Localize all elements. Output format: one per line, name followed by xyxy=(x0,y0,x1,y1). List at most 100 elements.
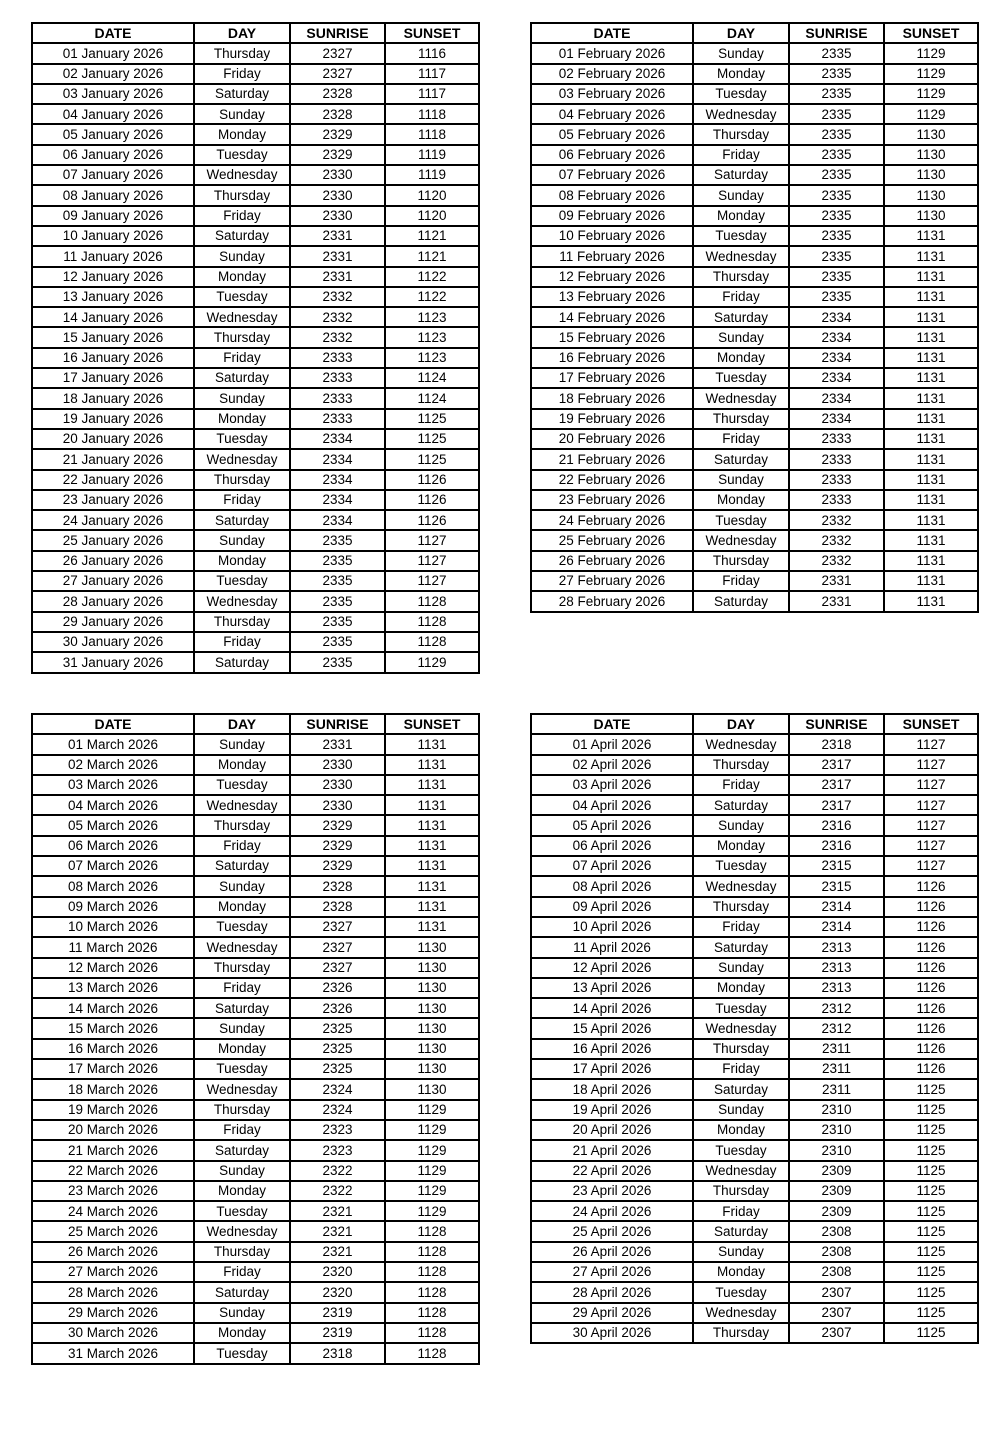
sunset-cell: 1131 xyxy=(883,285,979,309)
date-cell: 10 January 2026 xyxy=(31,224,195,248)
sunset-cell: 1130 xyxy=(384,1058,480,1081)
table-row: 08 January 2026 Thursday 2330 1120 xyxy=(31,184,480,207)
sunrise-cell: 2334 xyxy=(289,488,386,512)
sunrise-cell: 2307 xyxy=(788,1301,885,1324)
date-cell: 05 March 2026 xyxy=(31,814,195,837)
table-row: 16 March 2026 Monday 2325 1130 xyxy=(31,1037,480,1061)
column-header-sunset: SUNSET xyxy=(384,712,480,736)
table-row: 08 February 2026 Sunday 2335 1130 xyxy=(530,184,979,207)
date-cell: 15 February 2026 xyxy=(530,326,694,349)
sunrise-cell: 2331 xyxy=(289,245,386,268)
day-cell: Tuesday xyxy=(692,82,790,106)
sunset-cell: 1131 xyxy=(384,753,480,776)
sunset-cell: 1125 xyxy=(883,1159,979,1182)
date-cell: 25 March 2026 xyxy=(31,1220,195,1243)
table-row: 18 March 2026 Wednesday 2324 1130 xyxy=(31,1078,480,1101)
day-cell: Sunday xyxy=(193,733,291,756)
date-cell: 03 February 2026 xyxy=(530,82,694,106)
day-cell: Saturday xyxy=(193,82,291,106)
sunrise-cell: 2332 xyxy=(788,549,885,573)
day-cell: Sunday xyxy=(193,387,291,410)
sunrise-cell: 2331 xyxy=(289,733,386,756)
sunrise-cell: 2328 xyxy=(289,103,386,126)
date-cell: 29 April 2026 xyxy=(530,1301,694,1324)
sunset-cell: 1131 xyxy=(883,224,979,248)
table-row: 12 April 2026 Sunday 2313 1126 xyxy=(530,956,979,979)
date-cell: 27 February 2026 xyxy=(530,570,694,593)
table-row: 02 February 2026 Monday 2335 1129 xyxy=(530,62,979,85)
date-cell: 25 January 2026 xyxy=(31,529,195,552)
sunset-cell: 1127 xyxy=(883,773,979,797)
sunrise-cell: 2332 xyxy=(289,326,386,349)
sunset-cell: 1124 xyxy=(384,387,480,410)
date-cell: 19 April 2026 xyxy=(530,1098,694,1121)
sunrise-cell: 2329 xyxy=(289,143,386,167)
day-cell: Monday xyxy=(193,1321,291,1345)
sunset-cell: 1130 xyxy=(384,956,480,979)
day-cell: Friday xyxy=(692,285,790,309)
sunrise-cell: 2331 xyxy=(788,570,885,593)
date-cell: 01 January 2026 xyxy=(31,42,195,65)
table-row: 07 February 2026 Saturday 2335 1130 xyxy=(530,164,979,187)
sunrise-cell: 2318 xyxy=(289,1342,386,1365)
date-cell: 04 January 2026 xyxy=(31,103,195,126)
sunset-cell: 1131 xyxy=(384,855,480,878)
sunrise-cell: 2323 xyxy=(289,1139,386,1162)
day-cell: Tuesday xyxy=(692,855,790,878)
table-row: 13 February 2026 Friday 2335 1131 xyxy=(530,285,979,309)
date-cell: 07 March 2026 xyxy=(31,855,195,878)
table-row: 02 January 2026 Friday 2327 1117 xyxy=(31,62,480,85)
sunrise-cell: 2307 xyxy=(788,1281,885,1304)
day-cell: Saturday xyxy=(692,794,790,817)
table-row: 12 January 2026 Monday 2331 1122 xyxy=(31,265,480,288)
date-cell: 24 April 2026 xyxy=(530,1200,694,1223)
day-cell: Wednesday xyxy=(193,448,291,471)
date-cell: 01 April 2026 xyxy=(530,733,694,756)
sunset-cell: 1126 xyxy=(883,915,979,939)
sunset-cell: 1126 xyxy=(883,875,979,898)
sunset-cell: 1123 xyxy=(384,306,480,329)
sunrise-cell: 2334 xyxy=(289,448,386,471)
day-cell: Tuesday xyxy=(193,570,291,593)
sunrise-cell: 2333 xyxy=(788,468,885,491)
table-row: 25 April 2026 Saturday 2308 1125 xyxy=(530,1220,979,1243)
day-cell: Thursday xyxy=(193,1098,291,1121)
sunset-cell: 1125 xyxy=(883,1118,979,1142)
table-row: 05 April 2026 Sunday 2316 1127 xyxy=(530,814,979,837)
date-cell: 22 April 2026 xyxy=(530,1159,694,1182)
day-cell: Wednesday xyxy=(692,875,790,898)
sunrise-cell: 2335 xyxy=(788,164,885,187)
table-row: 07 January 2026 Wednesday 2330 1119 xyxy=(31,164,480,187)
day-cell: Wednesday xyxy=(193,590,291,613)
table-row: 23 February 2026 Monday 2333 1131 xyxy=(530,488,979,512)
sunset-cell: 1130 xyxy=(883,184,979,207)
day-cell: Thursday xyxy=(692,265,790,288)
sunrise-cell: 2333 xyxy=(788,488,885,512)
sunrise-cell: 2330 xyxy=(289,184,386,207)
day-cell: Tuesday xyxy=(692,1139,790,1162)
sunset-cell: 1125 xyxy=(883,1261,979,1284)
date-cell: 20 April 2026 xyxy=(530,1118,694,1142)
sunset-cell: 1131 xyxy=(883,529,979,552)
sunset-cell: 1118 xyxy=(384,103,480,126)
sunrise-cell: 2322 xyxy=(289,1179,386,1203)
day-cell: Monday xyxy=(692,976,790,1000)
date-cell: 04 March 2026 xyxy=(31,794,195,817)
day-cell: Monday xyxy=(692,1261,790,1284)
sunrise-cell: 2327 xyxy=(289,915,386,939)
table-row: 24 January 2026 Saturday 2334 1126 xyxy=(31,509,480,532)
sunrise-cell: 2310 xyxy=(788,1118,885,1142)
sunrise-cell: 2317 xyxy=(788,753,885,776)
sunrise-cell: 2335 xyxy=(788,265,885,288)
day-cell: Saturday xyxy=(692,590,790,613)
day-cell: Monday xyxy=(692,204,790,227)
sunset-cell: 1130 xyxy=(883,204,979,227)
table-row: 06 April 2026 Monday 2316 1127 xyxy=(530,834,979,858)
day-cell: Friday xyxy=(193,488,291,512)
day-cell: Monday xyxy=(692,834,790,858)
sunrise-sunset-table-april-2026: DATE DAY SUNRISE SUNSET 01 April 2026 Wednesd… xyxy=(530,712,979,1345)
sunrise-sunset-table-march-2026: DATE DAY SUNRISE SUNSET 01 March 2026 Sunday 2… xyxy=(31,712,480,1365)
table-row: 27 April 2026 Monday 2308 1125 xyxy=(530,1261,979,1284)
sunset-cell: 1125 xyxy=(883,1281,979,1304)
table-row: 28 April 2026 Tuesday 2307 1125 xyxy=(530,1281,979,1304)
